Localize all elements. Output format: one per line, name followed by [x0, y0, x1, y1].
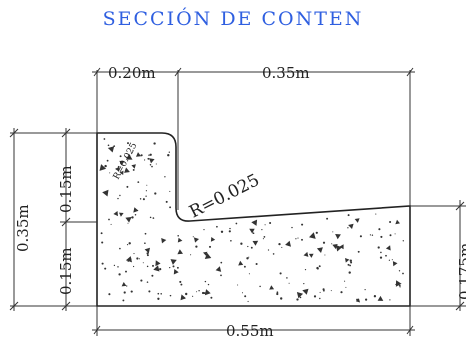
drawing-title: SECCIÓN DE CONTEN — [102, 8, 364, 30]
dimension-top-gap — [178, 67, 415, 206]
dimension-right-height — [410, 200, 466, 311]
label-top-width: 0.20m — [108, 64, 156, 82]
label-total-height: 0.35m — [14, 204, 32, 252]
label-top-gap: 0.35m — [262, 64, 310, 82]
concrete-aggregate-pattern — [99, 138, 404, 303]
curb-section-outline — [96, 132, 411, 307]
dimension-left-total — [9, 128, 97, 311]
label-upper-height: 0.15m — [57, 165, 75, 213]
label-radius-large: R=0.025 — [186, 170, 263, 222]
label-lower-height: 0.15m — [57, 247, 75, 295]
dimension-bottom-width — [92, 306, 415, 336]
dimension-left-parts — [60, 128, 97, 311]
label-bottom-width: 0.55m — [226, 322, 274, 340]
label-right-height: 0.175m — [456, 243, 466, 300]
